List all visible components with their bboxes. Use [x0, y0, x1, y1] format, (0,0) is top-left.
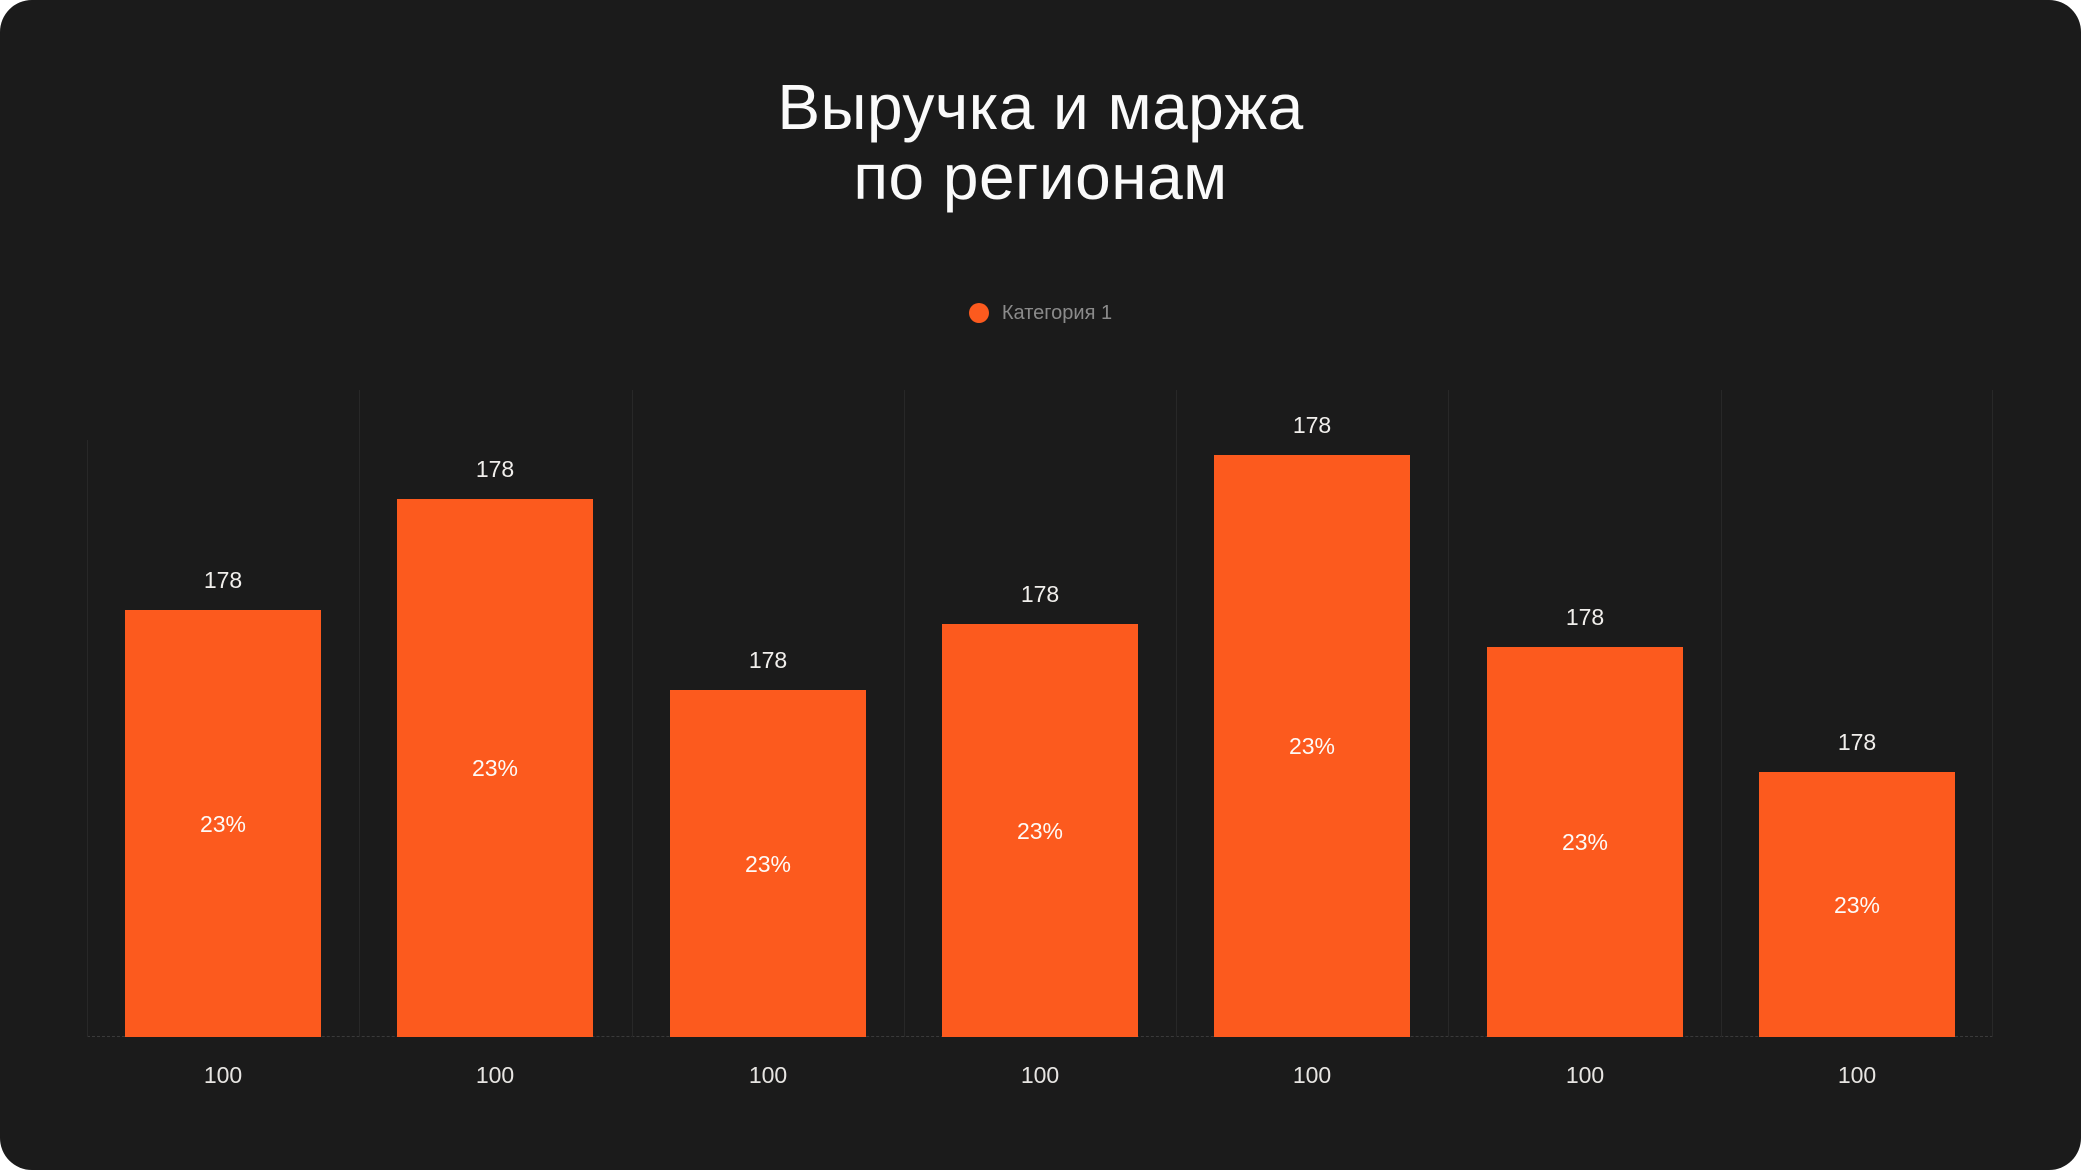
bar-value-label: 178 [1837, 729, 1877, 755]
bar-inner-label: 23% [199, 810, 247, 837]
bar-value-label: 178 [203, 567, 243, 593]
x-axis-label: 100 [203, 1062, 243, 1088]
bar[interactable]: 178 23% [1487, 604, 1683, 1037]
bar[interactable]: 178 23% [1214, 412, 1410, 1037]
bar-value-label: 178 [748, 647, 788, 673]
legend-label: Категория 1 [1001, 302, 1113, 324]
bar-value-label: 178 [475, 456, 515, 482]
gridline [359, 390, 360, 1037]
gridline [1721, 390, 1722, 1037]
bar[interactable]: 178 23% [1759, 729, 1955, 1037]
gridline [87, 440, 88, 1037]
bar-value-label: 178 [1565, 604, 1605, 630]
gridline [1992, 390, 1993, 1037]
bar[interactable]: 178 23% [397, 456, 593, 1037]
x-axis-label: 100 [1292, 1062, 1332, 1088]
bar-inner-label: 23% [1833, 891, 1881, 918]
bar[interactable]: 178 23% [670, 647, 866, 1037]
x-axis-label: 100 [1837, 1062, 1877, 1088]
bar[interactable]: 178 23% [942, 581, 1138, 1037]
chart-title: Выручка и маржа по регионам [777, 71, 1304, 213]
bar-inner-label: 23% [1016, 817, 1064, 844]
bar-value-label: 178 [1020, 581, 1060, 607]
x-axis-label: 100 [1020, 1062, 1060, 1088]
gridline [1176, 390, 1177, 1037]
bar-inner-label: 23% [1288, 733, 1336, 759]
plot-area: 178 23% 100 178 23% 100 178 23% 100 178 … [87, 390, 1993, 1088]
gridline [632, 390, 633, 1037]
bar[interactable]: 178 23% [125, 567, 321, 1037]
legend: Категория 1 [0, 301, 2081, 325]
x-axis-label: 100 [1565, 1062, 1605, 1088]
x-axis-label: 100 [475, 1062, 515, 1088]
legend-dot-icon [968, 303, 989, 323]
bar-inner-label: 23% [1561, 829, 1609, 855]
bar-value-label: 178 [1292, 412, 1332, 438]
gridline [904, 390, 905, 1037]
gridline [1448, 390, 1449, 1037]
bar-inner-label: 23% [744, 850, 792, 877]
legend-item[interactable]: Категория 1 [968, 301, 1113, 325]
x-axis-label: 100 [748, 1062, 788, 1088]
bar-inner-label: 23% [471, 755, 519, 781]
